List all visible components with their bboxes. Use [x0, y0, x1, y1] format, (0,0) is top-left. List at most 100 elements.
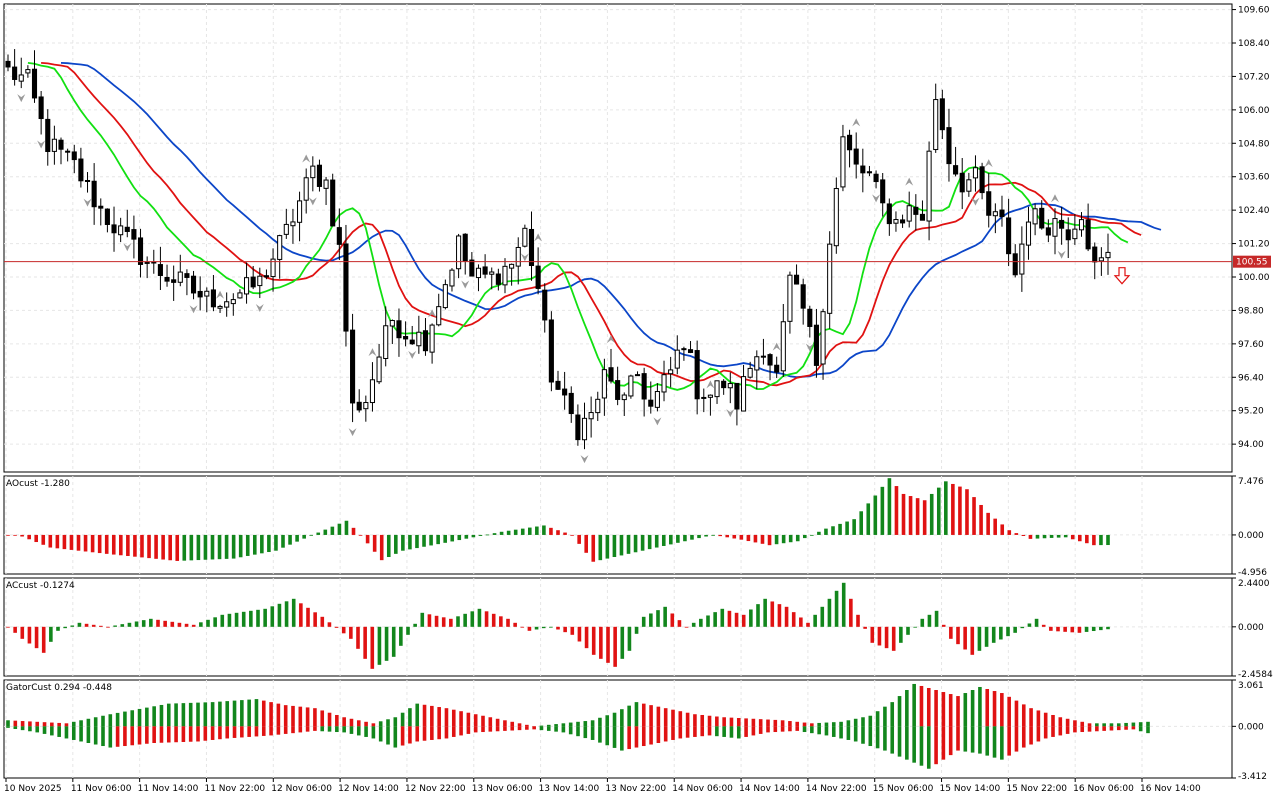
histogram-bar [470, 611, 475, 627]
gator-lower-bar [503, 726, 507, 731]
histogram-bar [774, 534, 779, 545]
histogram-bar [299, 603, 303, 627]
histogram-bar [880, 486, 885, 535]
gator-lower-bar [203, 726, 208, 741]
histogram-bar [841, 582, 846, 627]
fractal-up-marker [852, 118, 861, 127]
histogram-bar [647, 534, 652, 550]
histogram-bar [820, 606, 825, 627]
histogram-bar [341, 626, 346, 634]
histogram-bar [570, 534, 574, 536]
gator-lower-bar [1021, 726, 1026, 748]
gator-upper-bar [79, 720, 83, 727]
histogram-bar [288, 534, 292, 545]
candle-bear [38, 96, 44, 120]
gator-lower-bar [1080, 726, 1085, 733]
histogram-bar [827, 598, 832, 627]
fractal-down-marker [1057, 250, 1066, 259]
x-tick-label: 14 Nov 06:00 [672, 784, 733, 794]
histogram-bar [245, 534, 250, 556]
gator-lower-bar [517, 726, 522, 731]
gator-upper-bar [824, 722, 829, 727]
gator-upper-bar [261, 700, 266, 727]
gator-lower-bar [1014, 726, 1019, 752]
gator-upper-bar [1138, 722, 1143, 727]
histogram-bar [267, 534, 271, 553]
gator-lower-bar [612, 726, 617, 748]
gator-lower-bar [145, 726, 149, 744]
gator-upper-bar [42, 722, 47, 727]
histogram-bar [449, 618, 453, 627]
fractal-down-marker [17, 94, 26, 103]
histogram-bar [965, 489, 969, 535]
histogram-bar [993, 518, 997, 535]
candle-bull [237, 292, 243, 299]
candle-bear [1006, 217, 1012, 255]
gator-lower-bar [400, 726, 405, 746]
histogram-bar [760, 534, 765, 544]
histogram-bar [591, 534, 596, 562]
histogram-bar [1092, 534, 1096, 546]
histogram-bar [1056, 626, 1060, 632]
candle-bull [833, 188, 839, 247]
gator-lower-bar [335, 726, 339, 733]
histogram-bar [1056, 534, 1061, 538]
gator-upper-bar [934, 690, 938, 727]
candle-bull [1052, 218, 1058, 237]
histogram-bar [934, 610, 939, 627]
histogram-bar [640, 534, 645, 551]
histogram-bar [1035, 534, 1040, 539]
histogram-bar [241, 611, 246, 627]
histogram-bar [182, 534, 187, 561]
gator-lower-bar [583, 726, 588, 739]
gator-lower-bar [693, 726, 697, 737]
y-tick-label: 96.40 [1238, 373, 1264, 383]
candle-bear [953, 165, 959, 175]
x-tick-label: 12 Nov 06:00 [271, 784, 332, 794]
candle-bear [641, 373, 647, 400]
candle-bear [462, 233, 468, 262]
gator-lower-bar [934, 726, 938, 765]
gator-lower-bar [912, 726, 916, 763]
fractal-down-marker [726, 409, 735, 418]
candle-bear [263, 275, 269, 278]
histogram-bar [958, 486, 962, 535]
gator-lower-bar [897, 726, 902, 757]
gator-upper-bar [495, 718, 500, 727]
histogram-bar [891, 626, 896, 651]
histogram-bar [739, 534, 744, 540]
gator-lower-bar [729, 726, 734, 738]
gator-upper-bar [1021, 704, 1026, 727]
gator-upper-bar [1116, 723, 1121, 727]
gator-lower-bar [861, 726, 865, 744]
histogram-bar [991, 626, 996, 643]
histogram-bar [732, 534, 737, 539]
gator-upper-bar [678, 711, 683, 727]
gator-upper-bar [174, 703, 178, 727]
gator-lower-bar [349, 726, 354, 734]
candle-bull [674, 349, 680, 369]
histogram-bar [274, 534, 278, 551]
histogram-bar [866, 503, 871, 535]
histogram-bar [127, 622, 132, 627]
gator-upper-bar [853, 718, 858, 727]
histogram-bar [513, 529, 518, 535]
histogram-bar [584, 534, 589, 553]
gator-upper-bar [152, 706, 156, 727]
candle-bear [1059, 219, 1065, 229]
gator-upper-bar [1014, 700, 1019, 727]
histogram-bar [863, 626, 867, 629]
gator-lower-bar [627, 726, 631, 750]
gator-lower-bar [283, 726, 288, 734]
fractal-up-marker [772, 342, 781, 351]
gator-lower-bar [473, 726, 478, 733]
gator-lower-bar [744, 726, 748, 737]
gator-lower-bar [159, 726, 164, 743]
y-tick-label: 108.40 [1238, 39, 1270, 49]
candle-bear [71, 151, 77, 161]
gator-upper-bar [1146, 721, 1150, 727]
histogram-bar [810, 534, 814, 536]
gator-lower-bar [649, 726, 653, 745]
